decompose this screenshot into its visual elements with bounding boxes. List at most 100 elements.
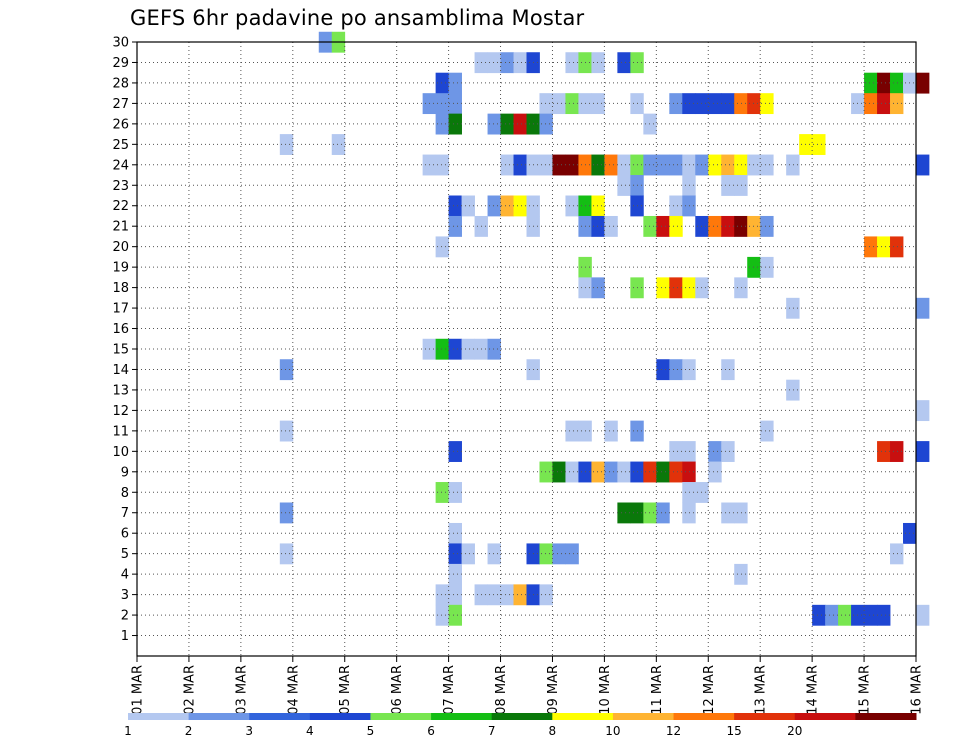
heatmap-cell [591,195,605,217]
heatmap-cell [721,359,735,381]
heatmap-cell [500,154,514,176]
heatmap-cell [435,584,449,606]
heatmap-cell [617,502,631,524]
heatmap-cell [513,52,527,74]
y-tick-label: 5 [121,547,129,562]
heatmap-cell [643,461,657,483]
heatmap-cell [604,420,618,442]
heatmap-cell [734,502,748,524]
x-tick-label: 02 MAR [182,665,197,715]
heatmap-cell [760,215,774,237]
heatmap-cell [760,154,774,176]
heatmap-cell [487,52,501,74]
heatmap-cell [448,93,462,115]
heatmap-cell [864,236,878,258]
heatmap-cell [812,134,826,155]
heatmap-cell [890,93,904,115]
heatmap-cell [682,461,696,483]
heatmap-cell [435,338,449,360]
heatmap-cell [734,175,748,196]
heatmap-cell [916,604,930,626]
y-tick-label: 22 [112,199,129,214]
heatmap-cell [682,93,696,115]
heatmap-cell [552,154,566,176]
heatmap-cell [500,195,514,217]
colorbar-swatch [309,713,371,720]
colorbar-swatch [491,713,553,720]
colorbar: 1 2 3 4 5 6 7 8 10 12 15 20 [124,713,917,738]
y-tick-label: 12 [112,404,129,419]
chart-title: GEFS 6hr padavine po ansamblima Mostar [130,6,585,30]
heatmap-cell [448,522,462,544]
x-tick-label: 15 MAR [858,665,873,715]
y-tick-label: 17 [112,302,129,317]
heatmap-cell [708,154,722,176]
x-tick-label: 13 MAR [754,665,769,715]
heatmap-cell [435,154,449,176]
y-tick-label: 15 [112,343,129,358]
heatmap-cell [539,154,553,176]
heatmap-cell [565,543,579,565]
colorbar-label: 12 [666,724,681,738]
y-tick-label: 2 [121,609,129,624]
heatmap-cell [864,604,878,626]
colorbar-swatch [673,713,735,720]
heatmap-cell [591,154,605,176]
heatmap-cell [279,543,294,565]
heatmap-cell [682,195,696,217]
heatmap-cell [565,461,579,483]
heatmap-cell [539,543,553,565]
heatmap-cell [916,441,930,462]
heatmap-cell [552,461,566,483]
cells-layer [279,31,930,626]
y-tick-label: 27 [112,97,129,112]
colorbar-label: 6 [427,724,435,738]
heatmap-cell [656,154,670,176]
heatmap-cell [669,215,683,237]
heatmap-cell [513,195,527,217]
y-tick-label: 30 [112,36,129,51]
heatmap-cell [643,154,657,176]
x-tick-label: 10 MAR [598,665,613,715]
heatmap-cell [448,113,462,135]
heatmap-cell [435,604,449,626]
colorbar-label: 15 [727,724,742,738]
heatmap-cell [760,256,774,278]
heatmap-cell [721,175,735,196]
heatmap-cell [682,175,696,196]
heatmap-cell [643,502,657,524]
heatmap-cell [825,604,839,626]
colorbar-swatch [734,713,796,720]
heatmap-cell [916,400,930,422]
heatmap-cell [916,154,930,176]
heatmap-cell [604,215,618,237]
heatmap-cell [682,502,696,524]
heatmap-cell [604,461,618,483]
x-tick-label: 04 MAR [286,665,301,715]
y-tick-label: 26 [112,117,129,132]
heatmap-cell [617,154,631,176]
heatmap-cell [279,359,294,381]
heatmap-cell [760,93,774,115]
heatmap-cell [435,93,449,115]
heatmap-cell [734,93,748,115]
heatmap-cell [487,113,501,135]
heatmap-cell [682,359,696,381]
y-tick-label: 20 [112,240,129,255]
y-tick-label: 24 [112,158,129,173]
heatmap-cell [565,420,579,442]
heatmap-cell [721,215,735,237]
heatmap-cell [448,338,462,360]
heatmap-cell [721,154,735,176]
heatmap-cell [877,72,891,94]
x-tick-label: 14 MAR [806,665,821,715]
colorbar-swatch [128,713,190,720]
colorbar-label: 2 [185,724,193,738]
colorbar-label: 7 [488,724,496,738]
heatmap-cell [877,604,891,626]
heatmap-cell [708,93,722,115]
heatmap-cell [708,461,722,483]
y-tick-label: 3 [121,588,129,603]
heatmap-cell [539,93,553,115]
